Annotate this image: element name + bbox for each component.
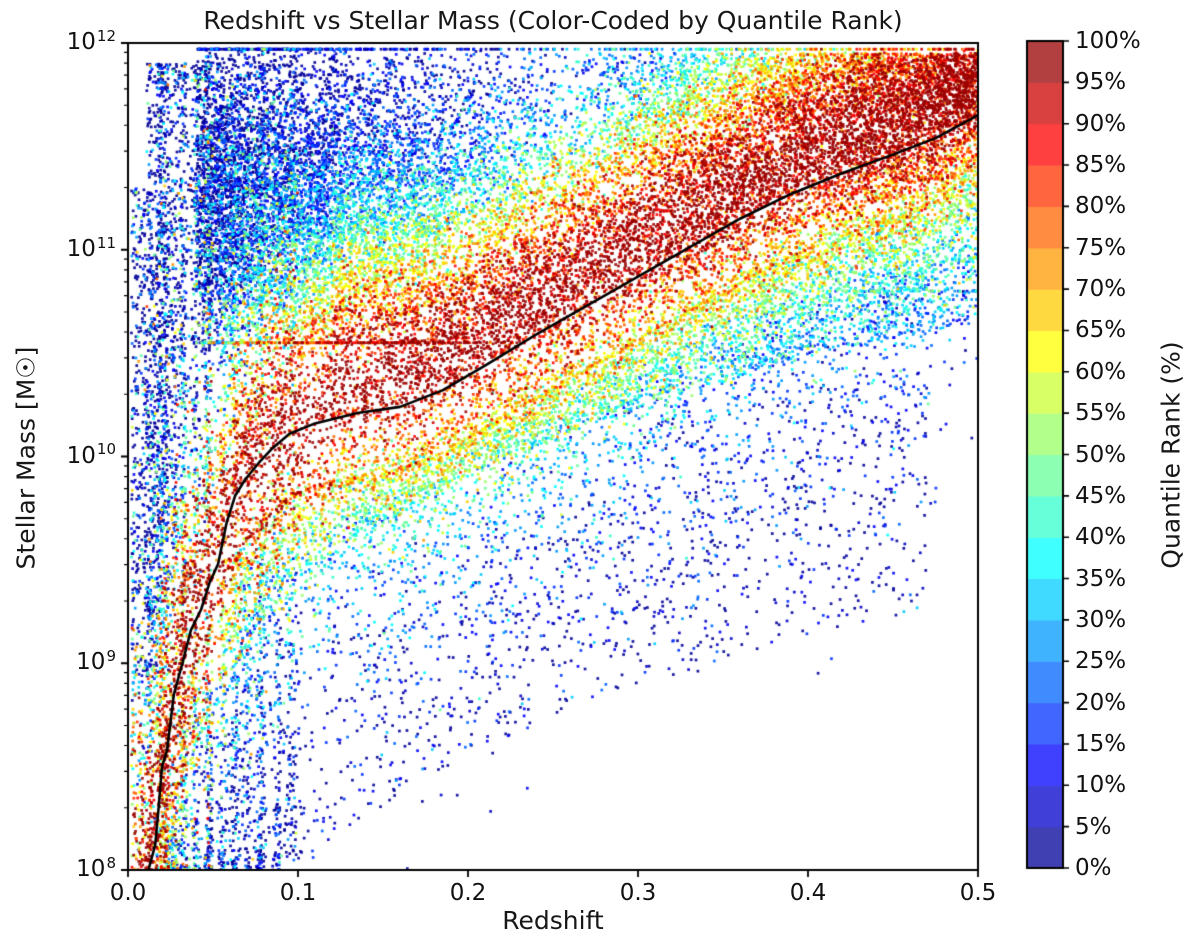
colorbar-tick-label: 35%	[1075, 565, 1127, 592]
y-tick-label: 109	[76, 647, 116, 676]
colorbar-tick-label: 60%	[1075, 358, 1127, 385]
colorbar-tick-label: 55%	[1075, 400, 1127, 427]
colorbar-tick-label: 70%	[1075, 276, 1127, 303]
colorbar-tick-label: 45%	[1075, 482, 1127, 509]
x-tick-label: 0.1	[279, 880, 317, 906]
x-tick-label: 0.4	[789, 880, 827, 906]
colorbar-tick-label: 50%	[1075, 441, 1127, 468]
colorbar-tick-label: 5%	[1075, 813, 1112, 840]
colorbar-tick-label: 30%	[1075, 606, 1127, 633]
y-tick-label: 1012	[66, 26, 116, 55]
colorbar-tick-label: 95%	[1075, 69, 1127, 96]
colorbar-tick-label: 85%	[1075, 152, 1127, 179]
x-tick-label: 0.2	[449, 880, 487, 906]
colorbar-tick-label: 0%	[1075, 855, 1112, 881]
chart-title: Redshift vs Stellar Mass (Color-Coded by…	[203, 6, 903, 35]
y-tick-label: 1010	[66, 440, 116, 469]
colorbar-tick-label: 90%	[1075, 110, 1127, 137]
colorbar-tick-label: 100%	[1075, 28, 1141, 54]
colorbar-tick-label: 65%	[1075, 317, 1127, 344]
y-tick-label: 1011	[66, 233, 116, 262]
x-tick-label: 0.3	[619, 880, 657, 906]
colorbar-label: Quantile Rank (%)	[1156, 341, 1186, 569]
x-axis-label: Redshift	[502, 906, 604, 935]
colorbar-tick-label: 40%	[1075, 524, 1127, 551]
colorbar-tick-label: 25%	[1075, 648, 1127, 675]
colorbar-tick-label: 15%	[1075, 730, 1127, 757]
x-tick-label: 0.0	[109, 880, 147, 906]
x-tick-label: 0.5	[959, 880, 997, 906]
colorbar-tick-label: 75%	[1075, 234, 1127, 261]
colorbar-tick-label: 20%	[1075, 689, 1127, 716]
y-tick-label: 108	[76, 853, 116, 882]
colorbar-tick-label: 10%	[1075, 772, 1127, 799]
colorbar-tick-label: 80%	[1075, 193, 1127, 220]
y-axis-label: Stellar Mass [M☉]	[11, 346, 41, 570]
